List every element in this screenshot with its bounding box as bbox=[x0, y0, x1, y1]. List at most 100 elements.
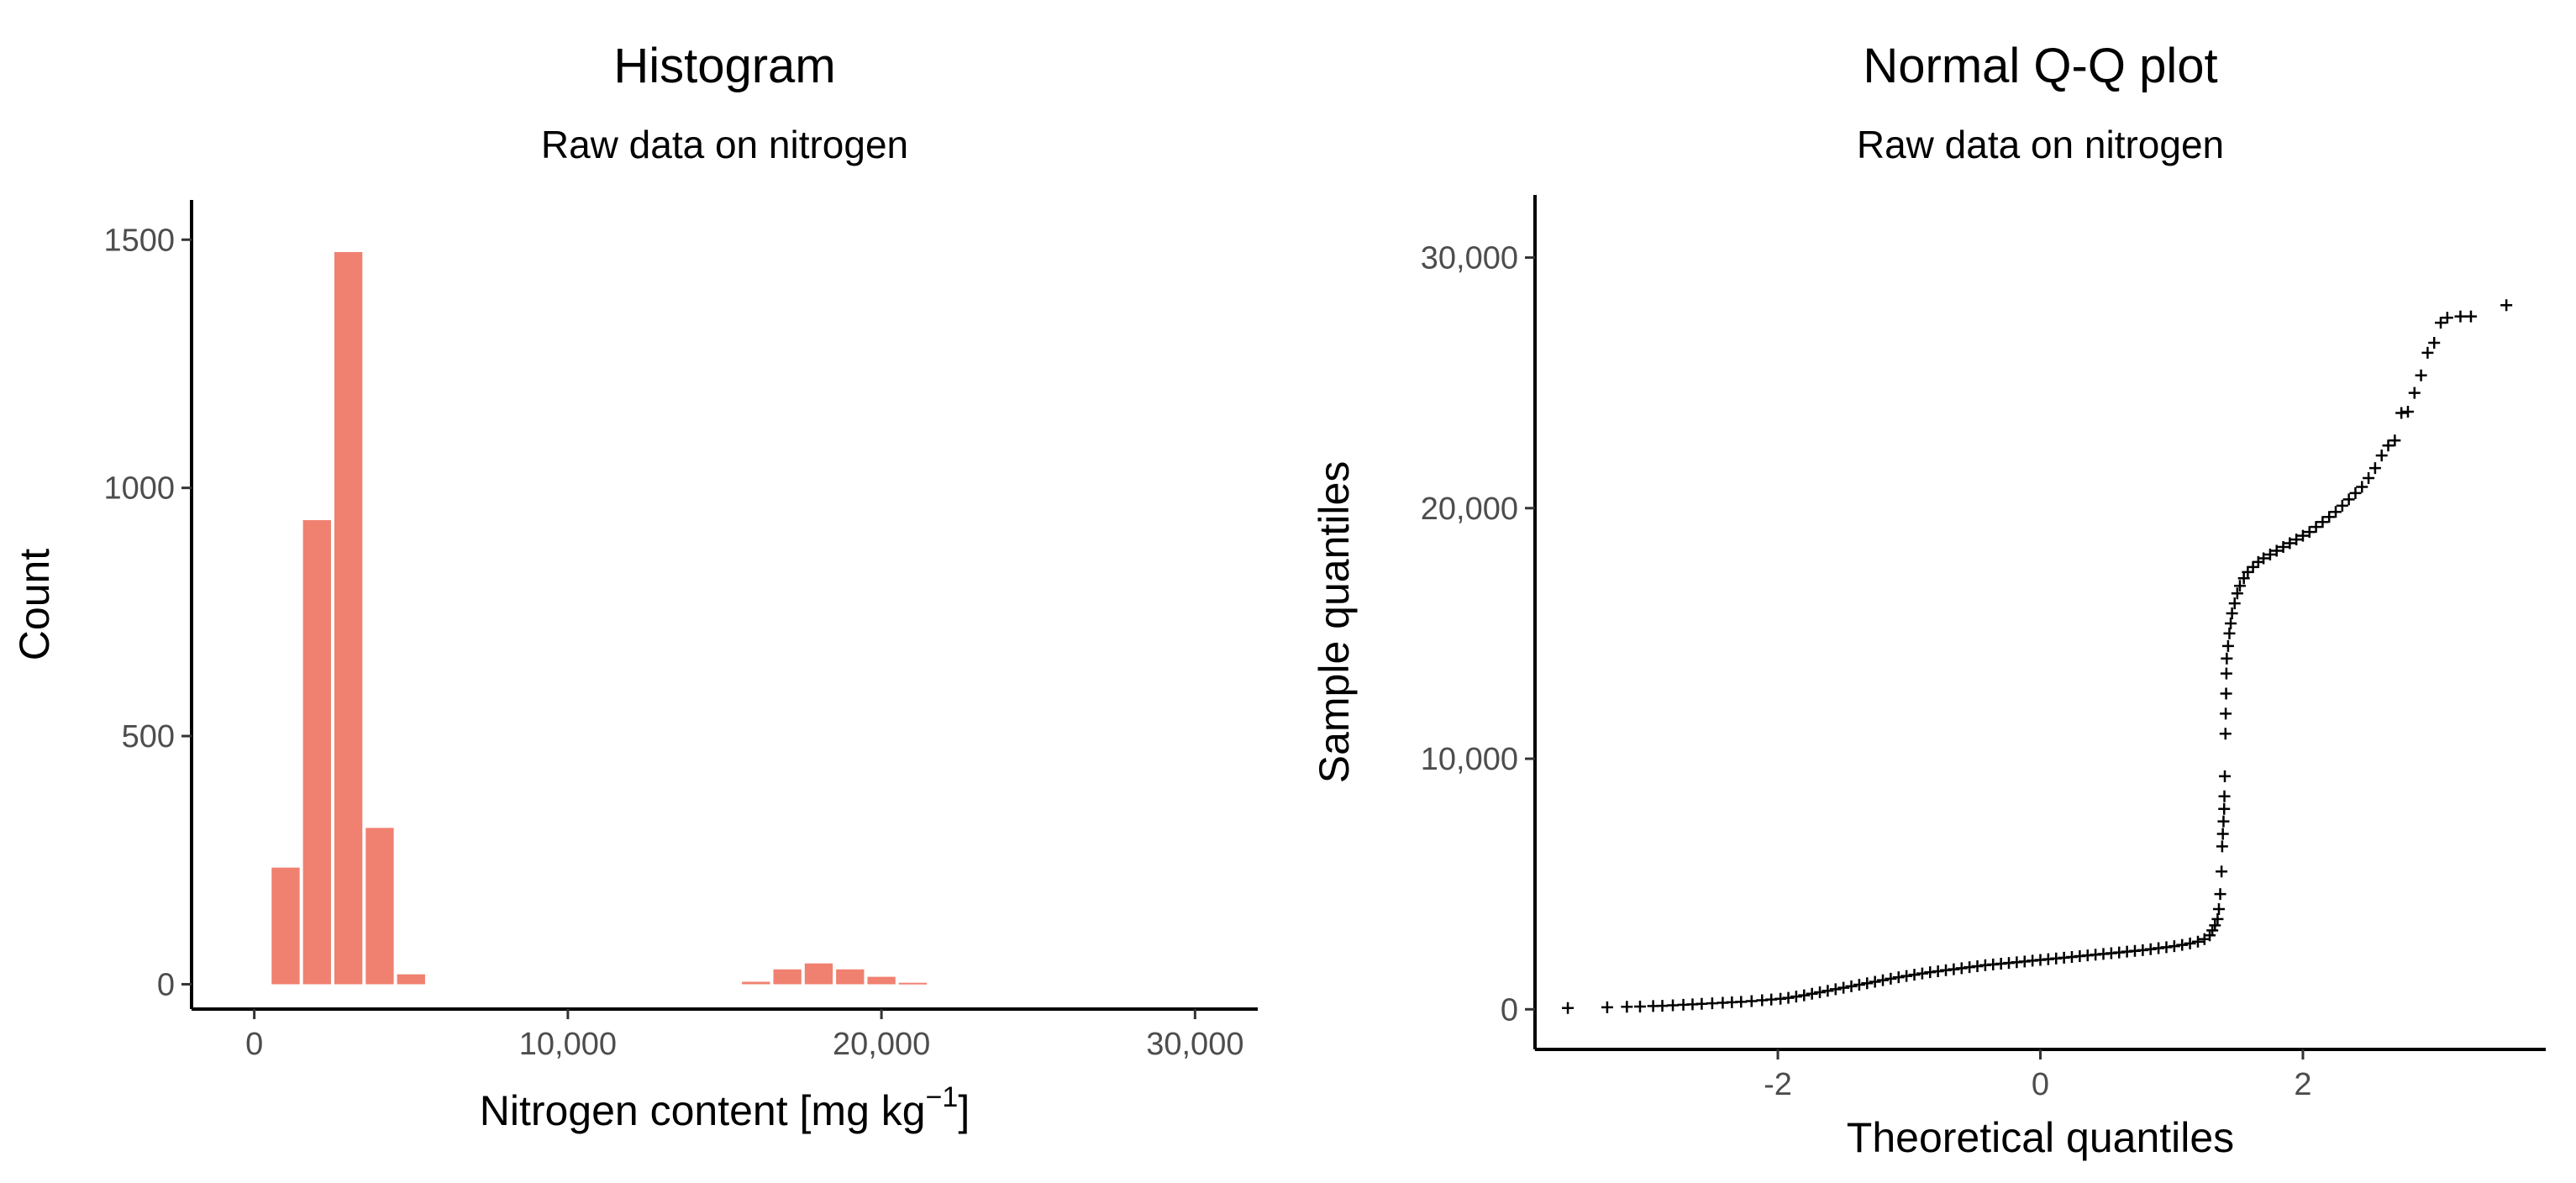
hist-x-axis-title-superscript: −1 bbox=[926, 1081, 959, 1113]
histogram-chart: Histogram Raw data on nitrogen 0 10,000 20,0… bbox=[11, 39, 1258, 1134]
qq-plot-chart: Normal Q-Q plot Raw data on nitrogen -2 0 2 0… bbox=[1288, 0, 2576, 1183]
hist-x-tick-label: 30,000 bbox=[1146, 1027, 1243, 1062]
qq-point bbox=[2428, 336, 2441, 349]
qq-point bbox=[1667, 999, 1680, 1012]
qq-point bbox=[1798, 989, 1811, 1002]
qq-point bbox=[2209, 919, 2221, 932]
qq-point bbox=[2363, 472, 2375, 485]
qq-point bbox=[2223, 627, 2236, 639]
qq-point bbox=[2349, 486, 2362, 499]
hist-y-tick-label: 0 bbox=[157, 967, 175, 1002]
qq-point bbox=[2296, 529, 2309, 542]
histogram-bar bbox=[867, 976, 896, 985]
qq-y-tick-label: 20,000 bbox=[1421, 492, 1518, 527]
qq-point bbox=[1853, 979, 1865, 991]
qq-point bbox=[2500, 299, 2513, 312]
qq-point bbox=[2242, 565, 2254, 578]
qq-point bbox=[2168, 940, 2180, 953]
qq-point bbox=[2217, 815, 2230, 828]
qq-point bbox=[2330, 506, 2342, 518]
qq-point bbox=[1806, 987, 1818, 1000]
qq-point bbox=[2218, 802, 2231, 815]
qq-point bbox=[1790, 991, 1802, 1003]
qq-point bbox=[2184, 937, 2196, 949]
qq-x-tick-label: 0 bbox=[2032, 1067, 2049, 1102]
qq-point bbox=[2247, 560, 2259, 573]
qq-point bbox=[2382, 439, 2395, 452]
qq-point bbox=[2191, 935, 2204, 948]
qq-point bbox=[2214, 888, 2226, 901]
qq-point bbox=[2233, 580, 2246, 592]
qq-point bbox=[2176, 939, 2189, 951]
qq-point bbox=[2221, 652, 2233, 665]
qq-point bbox=[2221, 639, 2234, 652]
qq-point bbox=[2216, 865, 2228, 878]
hist-title: Histogram bbox=[613, 39, 835, 93]
qq-point bbox=[2284, 537, 2296, 549]
qq-point bbox=[1601, 1001, 1613, 1013]
histogram-bar bbox=[271, 867, 300, 985]
qq-point bbox=[2220, 707, 2232, 720]
qq-point bbox=[2212, 902, 2225, 915]
qq-title: Normal Q-Q plot bbox=[1863, 39, 2217, 93]
qq-point bbox=[2303, 526, 2316, 539]
histogram-bar bbox=[742, 981, 770, 985]
histogram-bar bbox=[302, 520, 331, 985]
qq-point bbox=[1656, 1000, 1669, 1012]
qq-point bbox=[1837, 981, 1850, 994]
qq-point bbox=[2336, 499, 2348, 512]
qq-point bbox=[1885, 972, 1897, 985]
qq-point bbox=[1869, 975, 1881, 988]
qq-point bbox=[2375, 450, 2388, 462]
qq-y-tick-label: 10,000 bbox=[1421, 742, 1518, 777]
qq-y-axis-title: Sample quantiles bbox=[1311, 461, 1358, 784]
qq-point bbox=[2216, 840, 2228, 853]
qq-subtitle: Raw data on nitrogen bbox=[1857, 123, 2224, 166]
qq-point bbox=[1814, 986, 1827, 998]
hist-y-tick-label: 1500 bbox=[103, 223, 175, 258]
hist-x-axis-title-suffix: ] bbox=[958, 1087, 970, 1134]
qq-point bbox=[2389, 434, 2401, 447]
histogram-bar bbox=[836, 969, 865, 985]
hist-subtitle: Raw data on nitrogen bbox=[541, 123, 908, 166]
qq-y-tick-label: 30,000 bbox=[1421, 241, 1518, 276]
qq-point bbox=[2464, 310, 2477, 323]
hist-x-axis-title-main: Nitrogen content [mg kg bbox=[480, 1087, 926, 1134]
hist-y-tick-label: 500 bbox=[122, 719, 175, 754]
qq-point bbox=[1877, 974, 1890, 986]
qq-point bbox=[2226, 607, 2238, 620]
qq-point bbox=[1633, 1001, 1646, 1012]
qq-point bbox=[1745, 995, 1758, 1007]
qq-x-axis-title: Theoretical quantiles bbox=[1847, 1114, 2234, 1161]
qq-point bbox=[2395, 407, 2408, 419]
histogram-bar bbox=[397, 974, 425, 985]
qq-point bbox=[1562, 1002, 1575, 1014]
histogram-bar bbox=[334, 252, 363, 985]
hist-x-tick-label: 0 bbox=[245, 1027, 263, 1062]
qq-point bbox=[2368, 462, 2381, 475]
histogram-bar bbox=[773, 969, 802, 985]
qq-point bbox=[2220, 687, 2232, 700]
qq-point bbox=[2421, 346, 2434, 359]
qq-point bbox=[2219, 728, 2232, 740]
qq-point bbox=[2219, 770, 2232, 782]
histogram-bar bbox=[804, 963, 833, 985]
qq-point bbox=[2228, 597, 2241, 610]
qq-point bbox=[2290, 534, 2303, 546]
qq-point bbox=[2231, 587, 2243, 600]
hist-x-tick-label: 10,000 bbox=[519, 1027, 617, 1062]
qq-point bbox=[2204, 929, 2216, 942]
hist-x-tick-label: 20,000 bbox=[833, 1027, 930, 1062]
qq-point bbox=[2225, 617, 2237, 629]
qq-point bbox=[1908, 969, 1921, 981]
qq-point bbox=[2401, 405, 2414, 418]
hist-y-tick-label: 1000 bbox=[103, 471, 175, 507]
qq-point bbox=[1916, 967, 1928, 980]
qq-point bbox=[2454, 310, 2467, 323]
qq-point bbox=[2356, 481, 2368, 493]
qq-point bbox=[2415, 369, 2427, 381]
hist-x-axis-title: Nitrogen content [mg kg−1] bbox=[480, 1081, 970, 1134]
qq-point bbox=[2263, 548, 2276, 560]
qq-point bbox=[1706, 997, 1718, 1010]
